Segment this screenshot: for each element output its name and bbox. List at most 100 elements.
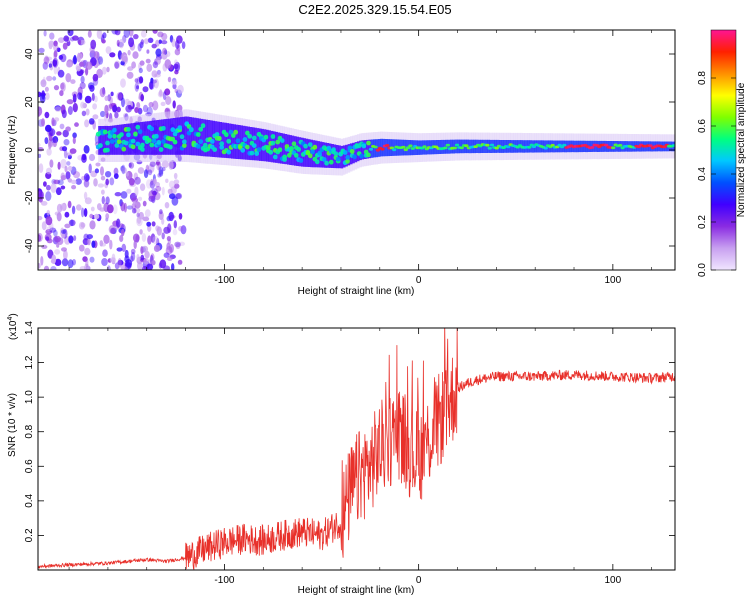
spectrogram-noise-cell <box>89 84 95 92</box>
spectrogram-noise-cell <box>63 149 68 159</box>
spectrogram-peak-cell <box>270 134 276 139</box>
spectrogram-noise-cell <box>114 111 119 119</box>
spectrogram-peak-cell <box>226 149 232 155</box>
spectrogram-noise-cell <box>50 266 57 270</box>
spectrogram-band-cell <box>438 140 442 154</box>
spectrogram-noise-cell <box>63 250 68 260</box>
spectrogram-band-cell <box>356 141 360 162</box>
spectrogram-peak-cell <box>347 145 353 151</box>
spectrogram-noise-cell <box>61 258 69 267</box>
spectrogram-noise-cell <box>72 35 79 41</box>
spectrogram-peak-cell <box>331 147 336 153</box>
spectrogram-noise-cell <box>161 32 168 41</box>
spectrogram-noise-cell <box>38 262 41 269</box>
spectrogram-noise-cell <box>75 65 81 72</box>
spectrogram-noise-cell <box>139 229 143 235</box>
spectrogram-noise-cell <box>84 95 92 104</box>
spectrogram-noise-cell <box>140 246 144 255</box>
spectrogram-noise-cell <box>104 104 109 114</box>
spectrogram-band-cell <box>121 124 125 155</box>
spectrogram-noise-cell <box>158 166 164 175</box>
x-tick-label: 100 <box>605 275 622 286</box>
spectrogram-noise-cell <box>60 158 67 169</box>
spectrogram-noise-cell <box>85 258 89 268</box>
spectrogram-noise-cell <box>67 259 74 269</box>
spectrogram-noise-cell <box>171 80 178 86</box>
spectrogram-noise-cell <box>169 243 174 253</box>
spectrogram-noise-cell <box>82 256 88 262</box>
spectrogram-noise-cell <box>114 30 121 36</box>
spectrogram-noise-cell <box>91 92 95 102</box>
spectrogram-peak-cell <box>217 136 222 141</box>
spectrogram-peak-cell <box>161 125 166 131</box>
spectrogram-band-cell <box>221 122 225 158</box>
spectrogram-noise-cell <box>109 177 115 186</box>
spectrogram-peak-cell <box>268 149 274 155</box>
spectrogram-peak-cell <box>328 159 334 165</box>
spectrogram-noise-cell <box>146 49 150 54</box>
spectrogram-noise-cell <box>131 208 137 214</box>
spectrogram-peak-cell <box>291 141 297 147</box>
spectrogram-noise-cell <box>78 53 83 60</box>
spectrogram-noise-cell <box>89 220 96 230</box>
spectrogram-peak-cell <box>487 146 492 150</box>
spectrogram-peak-cell <box>130 144 136 150</box>
spectrogram-noise-cell <box>136 76 143 85</box>
spectrogram-peak-cell <box>109 139 115 144</box>
spectrogram-noise-cell <box>174 241 181 248</box>
spectrogram-noise-cell <box>84 247 91 256</box>
spectrogram-band-cell <box>270 130 274 163</box>
spectrogram-peak-cell <box>263 134 269 140</box>
spectrogram-noise-cell <box>79 61 84 67</box>
spectrogram-noise-cell <box>180 225 187 235</box>
spectrogram-peak-cell <box>454 143 460 147</box>
spectrogram-noise-cell <box>145 179 152 189</box>
spectrogram-noise-cell <box>100 242 107 247</box>
spectrogram-noise-cell <box>101 39 106 44</box>
spectrogram-band-cell <box>601 140 605 152</box>
spectrogram-peak-cell <box>210 139 215 144</box>
spectrogram-peak-cell <box>245 144 250 150</box>
spectrogram-noise-cell <box>164 88 171 96</box>
spectrogram-peak-cell <box>149 142 155 148</box>
spectrogram-noise-cell <box>58 54 64 60</box>
spectrogram-noise-cell <box>157 173 162 178</box>
spectrogram-noise-cell <box>63 35 69 42</box>
spectrogram-noise-cell <box>103 234 110 244</box>
spectrogram-noise-cell <box>52 57 59 68</box>
spectrogram-noise-cell <box>139 60 145 66</box>
spectrogram-peak-cell <box>219 144 225 150</box>
spectrogram-y-ticks: 40 20 0 -20 -40 <box>24 48 675 253</box>
spectrogram-panel: -100 0 100 40 20 0 -20 -40 Height of straight … <box>7 29 676 297</box>
spectrogram-noise-cell <box>131 61 137 69</box>
spectrogram-noise-cell <box>66 99 74 105</box>
spectrogram-noise-cell <box>61 247 67 252</box>
spectrogram-noise-cell <box>49 227 57 233</box>
snr-x-ticks: -100 0 100 <box>68 328 652 586</box>
spectrogram-peak-cell <box>119 132 124 138</box>
spectrogram-noise-cell <box>59 90 64 97</box>
snr-x-axis-label: Height of straight line (km) <box>298 585 415 596</box>
spectrogram-noise-cell <box>126 188 132 194</box>
spectrogram-noise-cell <box>79 266 87 270</box>
spectrogram-noise-cell <box>78 221 85 230</box>
spectrogram-noise-cell <box>53 50 58 58</box>
spectrogram-noise-cell <box>98 56 104 65</box>
spectrogram-noise-cell <box>161 160 169 169</box>
y-tick-label: -20 <box>24 190 35 205</box>
spectrogram-noise-cell <box>49 159 54 168</box>
spectrogram-noise-cell <box>143 169 149 179</box>
spectrogram-noise-cell <box>44 86 49 92</box>
spectrogram-band-cell <box>172 118 176 155</box>
spectrogram-noise-cell <box>80 75 85 84</box>
y-tick-label: 40 <box>24 48 35 60</box>
spectrogram-peak-cell <box>123 140 129 146</box>
spectrogram-noise-cell <box>165 178 169 183</box>
spectrogram-noise-cell <box>127 66 134 71</box>
spectrogram-peak-cell <box>251 143 257 149</box>
spectrogram-peak-cell <box>459 146 464 150</box>
y-tick-label: 0 <box>24 147 35 153</box>
spectrogram-peak-cell <box>590 146 595 149</box>
spectrogram-noise-cell <box>95 162 101 167</box>
colorbar-tick-label: 0.6 <box>697 119 708 133</box>
